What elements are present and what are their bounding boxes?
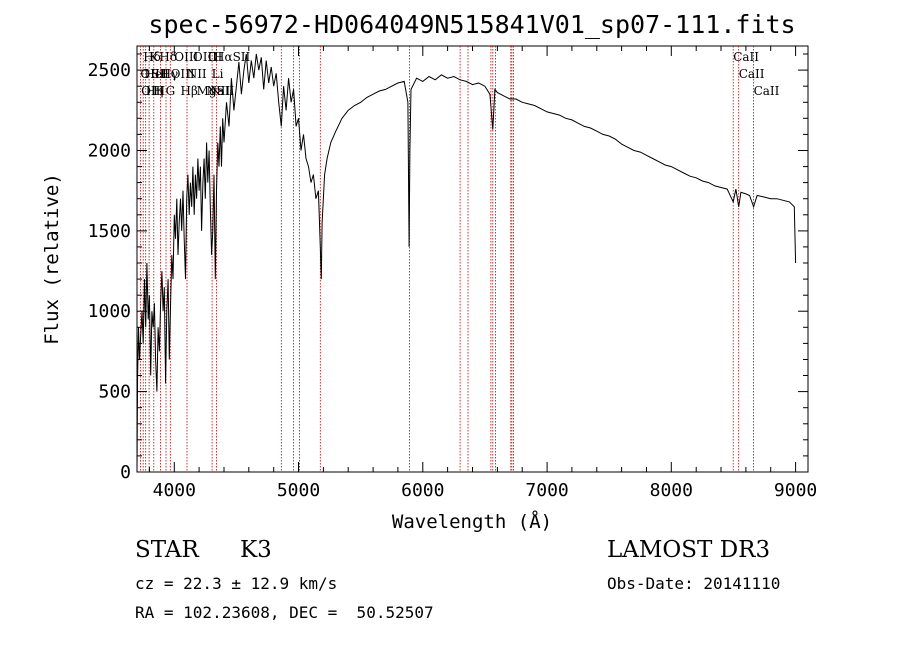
spectral-line-label: HαSII <box>214 50 251 64</box>
chart-title: spec-56972-HD064049N515841V01_sp07-111.f… <box>148 10 795 39</box>
spectral-line-label: K <box>149 50 159 64</box>
spectral-line-label: Na <box>207 84 225 98</box>
spectral-line-label: Li <box>212 67 224 81</box>
y-tick-label: 1000 <box>88 301 131 322</box>
x-tick-label: 7000 <box>525 480 568 501</box>
spectral-line-label: OIII <box>174 50 198 64</box>
object-class: STAR <box>135 537 199 563</box>
spectral-line-label: NII <box>187 67 207 81</box>
y-tick-label: 2500 <box>88 60 131 81</box>
spectral-line-label: Hδ <box>159 50 177 64</box>
coordinates: RA = 102.23608, DEC = 50.52507 <box>135 603 434 622</box>
x-tick-label: 6000 <box>401 480 444 501</box>
spectral-line-label: OIII <box>141 84 165 98</box>
spectral-line-label: G <box>166 84 176 98</box>
spectral-subclass: K3 <box>240 537 272 563</box>
flux-series-line <box>136 53 797 473</box>
y-axis-label: Flux (relative) <box>41 173 63 345</box>
spectral-line-label: CaII <box>754 84 780 98</box>
plot-frame <box>136 45 809 473</box>
y-tick-label: 500 <box>98 382 131 403</box>
x-tick-label: 9000 <box>774 480 817 501</box>
spectral-line-label: Hβ <box>181 84 198 98</box>
spectral-line-label: Mg <box>197 84 217 98</box>
redshift-text: cz = 22.3 ± 12.9 km/s <box>135 574 338 593</box>
spectral-line-label: Hγ <box>161 67 179 81</box>
y-tick-label: 0 <box>120 462 131 483</box>
spectral-line-label: SII <box>217 84 235 98</box>
spectral-line-label: OIII <box>193 50 217 64</box>
spectral-line-label: OIII <box>171 67 195 81</box>
x-tick-label: 8000 <box>650 480 693 501</box>
y-tick-label: 2000 <box>88 141 131 162</box>
x-tick-label: 4000 <box>153 480 196 501</box>
spectral-line-label: SII <box>151 67 169 81</box>
spectral-line-label: OI <box>208 50 223 64</box>
spectral-line-label: HeI <box>145 67 168 81</box>
survey-name: LAMOST DR3 <box>607 537 771 563</box>
x-tick-label: 5000 <box>277 480 320 501</box>
x-axis-label: Wavelength (Å) <box>392 510 552 533</box>
spectral-line-label: Hδ <box>143 50 161 64</box>
line-markers <box>139 46 754 472</box>
spectral-line-label: CaII <box>739 67 765 81</box>
spectral-line-label: H <box>153 84 163 98</box>
axis-ticks: 4000 5000 6000 7000 8000 9000 0 500 1000 1500 2000… <box>88 46 817 501</box>
y-tick-label: 1500 <box>88 221 131 242</box>
spectral-line-label: OII <box>140 67 160 81</box>
spectral-line-label: NII <box>210 84 230 98</box>
spectral-line-label: CaII <box>733 50 759 64</box>
spectral-line-label: Hη <box>146 84 164 98</box>
obs-date: Obs-Date: 20141110 <box>607 574 781 593</box>
